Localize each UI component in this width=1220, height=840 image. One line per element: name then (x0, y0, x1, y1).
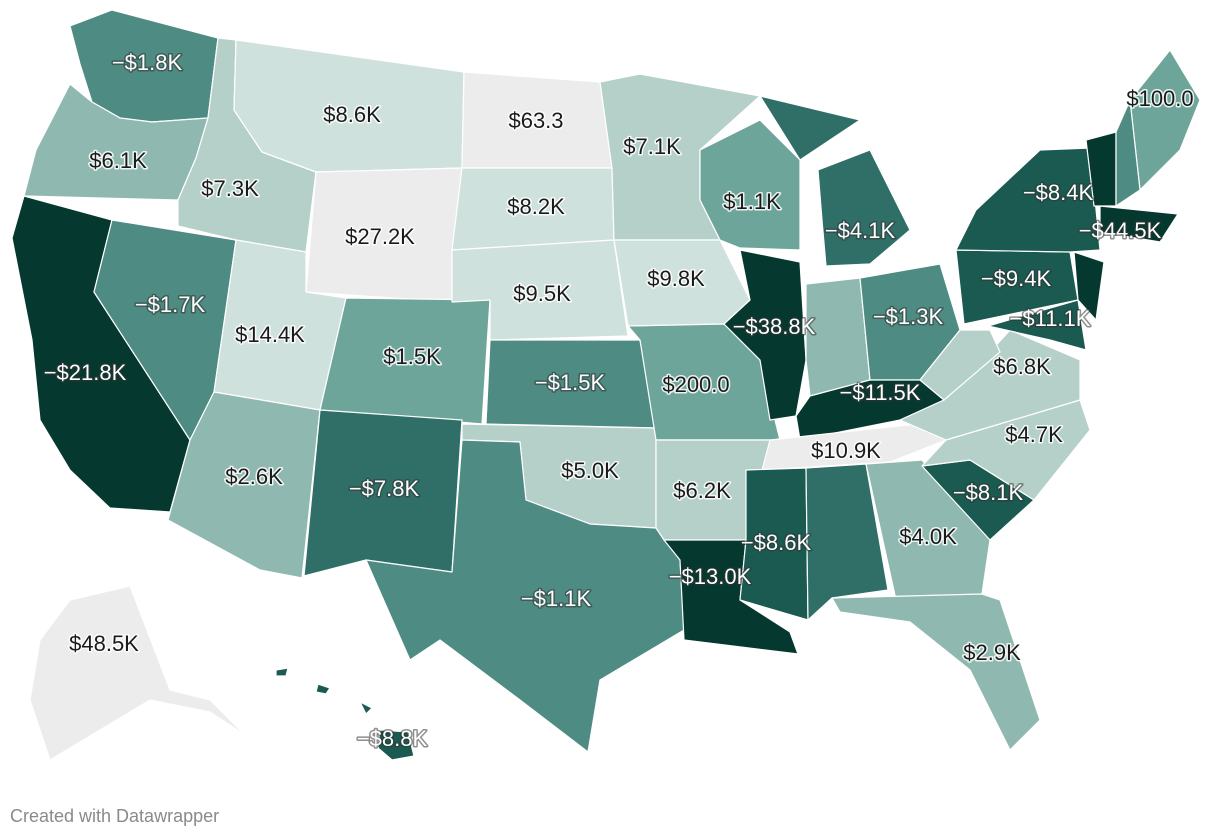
value-label-alaska: $48.5K (69, 631, 139, 656)
state-maryland (987, 299, 1087, 351)
state-alaska (29, 585, 246, 761)
value-label-wyoming: $27.2K (345, 224, 415, 249)
value-label-massachusetts: −$44.5K (1079, 218, 1162, 243)
value-label-louisiana: −$13.0K (669, 564, 752, 589)
state-new-hampshire (1115, 99, 1141, 207)
value-label-utah: $14.4K (235, 322, 305, 347)
value-label-south-carolina: −$8.1K (953, 480, 1024, 505)
value-label-north-dakota: $63.3 (508, 108, 563, 133)
state-mississippi (739, 467, 809, 621)
value-label-colorado: $1.5K (383, 344, 441, 369)
value-label-california: −$21.8K (44, 360, 127, 385)
value-label-ohio: −$1.3K (873, 304, 944, 329)
value-label-wisconsin: $1.1K (723, 189, 781, 214)
state-west-virginia (919, 329, 1001, 401)
value-label-kentucky: −$11.5K (840, 380, 921, 405)
value-label-pennsylvania: −$9.4K (981, 266, 1052, 291)
state-florida (831, 593, 1041, 751)
state-new-york (955, 147, 1101, 253)
value-label-north-carolina: $4.7K (1005, 422, 1063, 447)
value-label-maryland: −$11.1K (1010, 306, 1091, 331)
value-label-new-mexico: −$7.8K (349, 476, 420, 501)
value-label-montana: $8.6K (323, 102, 381, 127)
state-massachusetts (1099, 205, 1179, 243)
value-label-missouri: $200.0 (662, 372, 729, 397)
value-label-minnesota: $7.1K (623, 134, 681, 159)
value-label-new-york: −$8.4K (1023, 180, 1094, 205)
value-label-michigan: −$4.1K (825, 218, 896, 243)
state-shapes (11, 9, 1201, 761)
state-georgia (865, 459, 991, 601)
value-label-idaho: $7.3K (201, 176, 259, 201)
state-new-jersey (1073, 251, 1105, 321)
value-label-illinois: −$38.8K (733, 314, 816, 339)
value-label-washington: −$1.8K (112, 50, 183, 75)
state-maine (1129, 49, 1201, 191)
value-label-nevada: −$1.7K (135, 292, 206, 317)
value-label-mississippi: −$8.6K (741, 530, 812, 555)
value-label-iowa: $9.8K (647, 266, 705, 291)
state-value-labels: −$1.8K $6.1K −$21.8K −$1.7K $7.3K $8.6K $27.2K… (42, 48, 1195, 752)
value-label-kansas: −$1.5K (535, 370, 606, 395)
state-illinois (723, 249, 807, 421)
value-label-oregon: $6.1K (89, 148, 147, 173)
value-label-hawaii: −$8.8K (357, 726, 428, 751)
state-texas (365, 439, 685, 753)
state-wisconsin (699, 119, 801, 251)
value-label-arkansas: $6.2K (673, 478, 731, 503)
state-hawaii (275, 667, 415, 761)
value-label-texas: −$1.1K (521, 586, 592, 611)
value-label-tennessee: $10.9K (811, 438, 881, 463)
credit-text: Created with Datawrapper (10, 806, 220, 826)
state-indiana (805, 277, 871, 397)
value-label-florida: $2.9K (963, 640, 1021, 665)
state-michigan (759, 95, 911, 267)
state-alabama (805, 463, 889, 621)
value-label-oklahoma: $5.0K (561, 458, 619, 483)
value-label-georgia: $4.0K (899, 524, 957, 549)
value-label-virginia: $6.8K (993, 354, 1051, 379)
value-label-maine: $100.0 (1126, 86, 1193, 111)
value-label-arizona: $2.6K (225, 464, 283, 489)
value-label-nebraska: $9.5K (513, 281, 571, 306)
value-label-south-dakota: $8.2K (507, 194, 565, 219)
